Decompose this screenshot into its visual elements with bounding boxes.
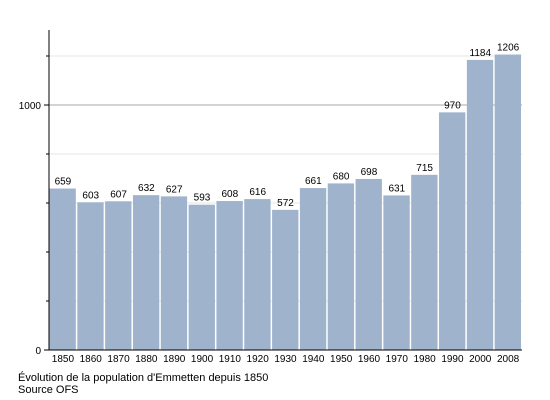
x-tick-labels: 1850 1860 1870 1880 1890 1900 1910 1920 1930 1940… xyxy=(52,354,520,365)
bar xyxy=(299,188,327,350)
bar-value-label: 715 xyxy=(416,163,433,174)
value-labels: 659 603 607 632 627 593 608 616 572 661 680 698 631 7… xyxy=(55,43,520,209)
chart-caption-source: Source OFS xyxy=(18,384,79,396)
bar-value-label: 572 xyxy=(277,198,294,209)
x-tick-label: 1940 xyxy=(302,354,325,365)
bar xyxy=(132,195,160,350)
bar xyxy=(494,54,521,350)
bar-value-label: 607 xyxy=(110,189,127,200)
bar-value-label: 631 xyxy=(388,183,405,194)
bar xyxy=(244,199,271,350)
bar-value-label: 680 xyxy=(333,171,350,182)
y-tick-label: 0 xyxy=(35,346,41,357)
bar-value-label: 698 xyxy=(361,167,378,178)
x-tick-label: 1910 xyxy=(219,354,242,365)
x-tick-label: 1980 xyxy=(413,354,436,365)
bar xyxy=(160,196,188,350)
bar xyxy=(327,183,355,350)
bar xyxy=(216,201,243,350)
bar xyxy=(188,204,215,350)
x-tick-label: 1920 xyxy=(247,354,270,365)
bar xyxy=(272,209,299,350)
bar-value-label: 1206 xyxy=(497,43,520,54)
bar-value-label: 603 xyxy=(82,190,99,201)
bar-value-label: 661 xyxy=(305,176,322,187)
x-tick-label: 1860 xyxy=(80,354,103,365)
bar xyxy=(383,195,410,350)
x-tick-label: 1970 xyxy=(386,354,409,365)
axes xyxy=(44,30,522,351)
x-tick-label: 1890 xyxy=(163,354,186,365)
bar-value-label: 632 xyxy=(138,183,155,194)
chart-caption-title: Évolution de la population d'Emmetten de… xyxy=(18,372,269,384)
x-tick-label: 1850 xyxy=(52,354,75,365)
x-tick-label: 1990 xyxy=(441,354,464,365)
bar xyxy=(49,188,76,350)
bar-value-label: 659 xyxy=(55,177,72,188)
y-tick-label: 1000 xyxy=(19,101,42,112)
bars xyxy=(49,54,521,351)
x-tick-label: 1960 xyxy=(358,354,381,365)
x-tick-label: 2000 xyxy=(469,354,492,365)
x-tick-label: 1900 xyxy=(191,354,214,365)
y-tick-labels: 0 1000 xyxy=(19,101,42,357)
bar-value-label: 970 xyxy=(444,100,461,111)
bar-value-label: 627 xyxy=(166,184,183,195)
x-tick-label: 1950 xyxy=(330,354,353,365)
x-tick-label: 1870 xyxy=(107,354,130,365)
bar xyxy=(105,201,132,350)
population-bar-chart: 659 603 607 632 627 593 608 616 572 661 680 698 631 7… xyxy=(19,30,522,365)
bar xyxy=(355,178,382,350)
bar-value-label: 1184 xyxy=(470,48,492,59)
bar-value-label: 593 xyxy=(194,193,211,204)
bar xyxy=(411,174,438,350)
x-tick-label: 2008 xyxy=(497,354,520,365)
bar-value-label: 608 xyxy=(222,189,239,200)
bar xyxy=(466,59,494,351)
x-tick-label: 1880 xyxy=(135,354,158,365)
x-tick-label: 1930 xyxy=(274,354,297,365)
bar xyxy=(439,112,466,350)
bar-value-label: 616 xyxy=(249,187,266,198)
bar xyxy=(77,202,104,350)
